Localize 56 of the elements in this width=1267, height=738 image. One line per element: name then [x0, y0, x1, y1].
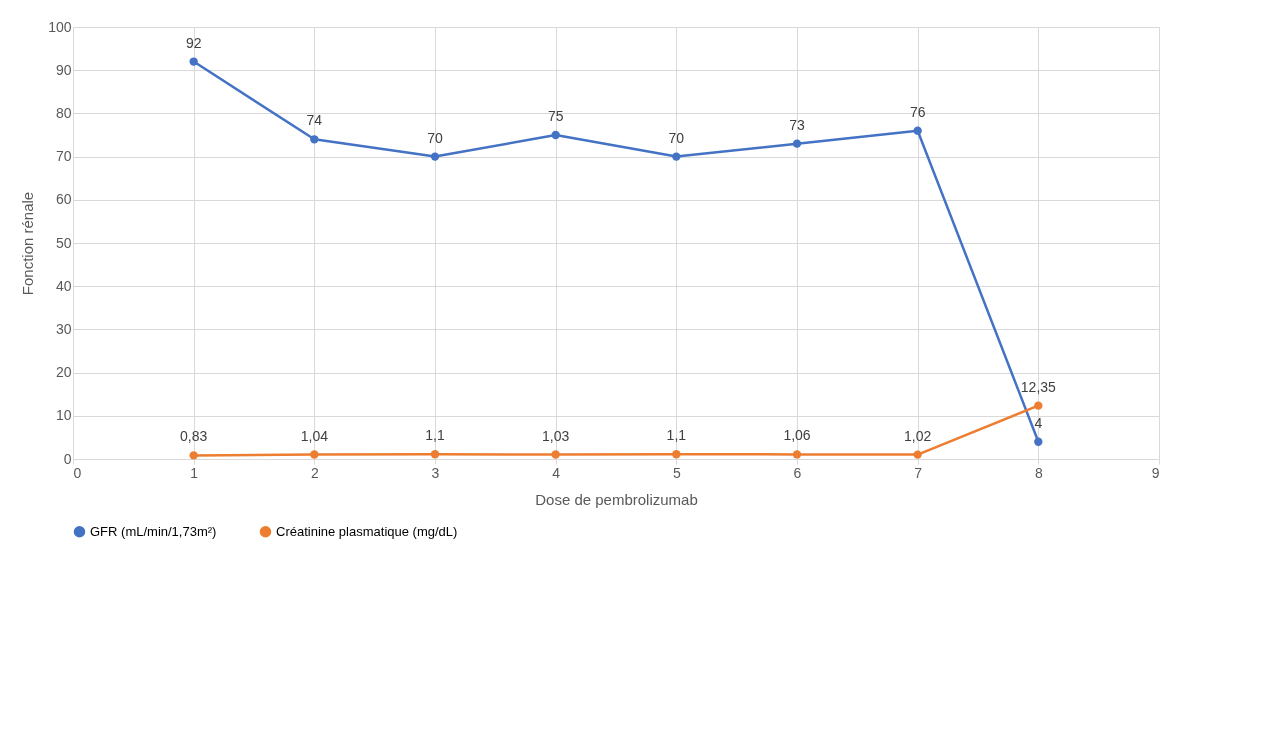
point — [310, 450, 319, 459]
point — [792, 450, 802, 459]
data-label: 1,1 — [425, 427, 445, 444]
data-label: 92 — [185, 34, 202, 51]
point — [551, 450, 560, 459]
data-label: 4 — [1034, 414, 1043, 431]
data-label: 74 — [306, 112, 323, 129]
data-label: 1,02 — [904, 427, 932, 444]
x-tick-label: 8 — [1034, 464, 1043, 481]
point — [913, 450, 922, 459]
point — [189, 57, 198, 66]
data-label: 70 — [668, 129, 685, 146]
x-tick-label: 6 — [793, 464, 802, 481]
y-tick-label: 80 — [55, 104, 72, 121]
data-label: 0,83 — [180, 428, 208, 445]
y-tick-label: 70 — [55, 148, 72, 165]
point — [913, 126, 922, 135]
point — [792, 139, 802, 148]
x-tick-label: 5 — [672, 464, 681, 481]
point — [551, 130, 560, 140]
x-tick-label: 4 — [552, 464, 561, 481]
point — [430, 450, 440, 459]
point — [672, 152, 681, 161]
y-tick-label: 60 — [55, 191, 72, 208]
x-tick-label: 2 — [310, 464, 319, 481]
data-label: 1,1 — [666, 427, 687, 444]
y-tick-label: 0 — [63, 450, 72, 467]
point — [1034, 437, 1043, 446]
y-tick-label: 100 — [48, 18, 72, 35]
legend-label: Créatinine plasmatique (mg/dL) — [276, 523, 458, 539]
x-tick-label: 3 — [431, 464, 440, 481]
data-label: 1,06 — [783, 427, 811, 444]
point — [430, 152, 440, 161]
point — [1034, 401, 1043, 410]
y-tick-label: 40 — [55, 277, 72, 294]
y-tick-label: 30 — [55, 320, 72, 337]
point — [310, 135, 319, 144]
x-tick-label: 1 — [190, 464, 199, 481]
data-label: 1,03 — [542, 427, 570, 444]
point — [189, 451, 198, 460]
data-label: 12,35 — [1020, 378, 1057, 395]
x-tick-label: 7 — [914, 464, 923, 481]
data-label: 1,04 — [300, 427, 329, 444]
data-label: 75 — [547, 108, 564, 124]
y-tick-label: 10 — [55, 407, 72, 424]
point — [672, 450, 681, 459]
y-tick-label: 50 — [55, 234, 72, 251]
y-axis-title: Fonction rénale — [19, 191, 37, 296]
x-tick-label: 9 — [1151, 464, 1160, 481]
legend-label: GFR (mL/min/1,73m²) — [90, 523, 217, 539]
y-tick-label: 20 — [55, 364, 72, 381]
y-tick-label: 90 — [55, 61, 72, 78]
data-label: 73 — [789, 116, 805, 133]
data-label: 70 — [427, 129, 443, 146]
data-label: 76 — [909, 103, 926, 120]
x-axis-title: Dose de pembrolizumab — [535, 490, 698, 508]
